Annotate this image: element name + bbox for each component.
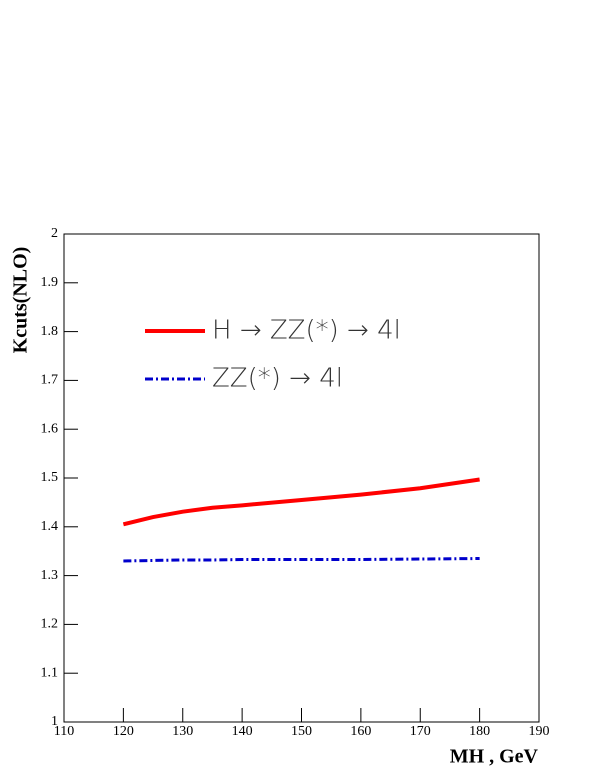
plot-frame <box>63 233 540 723</box>
x-tick-label: 110 <box>54 724 74 739</box>
x-tick-label: 140 <box>232 724 253 739</box>
x-tick-label: 120 <box>113 724 134 739</box>
legend-label: H → ZZ(*) → 4l <box>212 316 401 346</box>
y-tick-label: 1.1 <box>41 665 59 680</box>
y-tick-label: 1.6 <box>41 421 59 436</box>
y-tick-label: 1.5 <box>41 470 59 485</box>
x-tick-label: 180 <box>469 724 490 739</box>
y-tick-label: 1.9 <box>41 275 59 290</box>
y-tick-label: 1.2 <box>41 617 59 632</box>
x-tick-label: 160 <box>350 724 371 739</box>
y-tick-label: 1.4 <box>41 519 59 534</box>
x-axis-label: MH , GeV <box>450 746 539 768</box>
y-tick-label: 2 <box>51 226 58 241</box>
legend-label: ZZ(*) → 4l <box>212 364 343 394</box>
y-tick-label: 1 <box>51 714 58 729</box>
x-tick-label: 190 <box>529 724 550 739</box>
y-tick-label: 1.3 <box>41 568 59 583</box>
x-tick-label: 130 <box>172 724 193 739</box>
y-axis-label: Kcuts(NLO) <box>10 247 32 354</box>
series-line <box>123 557 480 563</box>
x-tick-label: 150 <box>291 724 312 739</box>
y-tick-label: 1.8 <box>41 324 59 339</box>
y-tick-label: 1.7 <box>41 373 59 388</box>
x-tick-label: 170 <box>410 724 431 739</box>
series-line <box>122 477 480 527</box>
